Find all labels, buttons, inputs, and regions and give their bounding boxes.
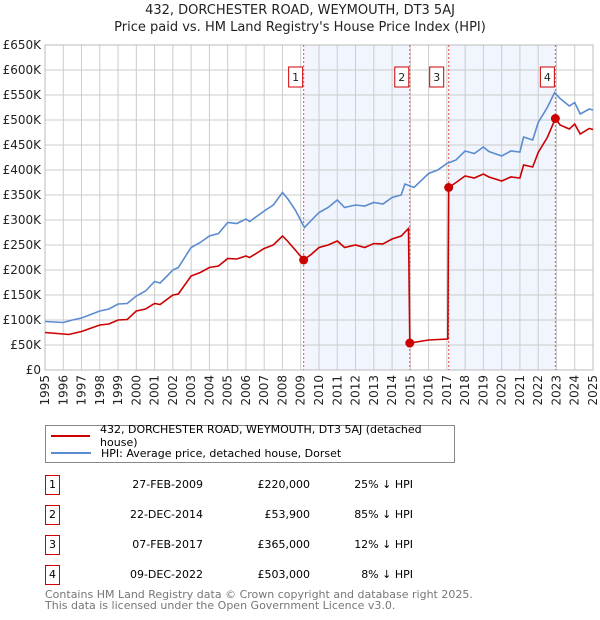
x-tick-label: 2024 [568,375,582,406]
transaction-marker: 2 [45,505,60,525]
x-tick-label: 1995 [38,375,52,406]
x-tick-label: 2011 [330,375,344,406]
y-tick-label: £0 [26,363,41,377]
transaction-hpi-diff: 25% ↓ HPI [354,478,413,491]
x-tick-label: 2017 [440,375,454,406]
x-tick-label: 2020 [495,375,509,406]
footer: Contains HM Land Registry data © Crown c… [45,589,473,611]
transaction-date: 22-DEC-2014 [129,508,203,521]
y-tick-label: £150K [3,288,43,302]
legend-swatch-red [51,435,91,437]
y-tick-label: £50K [10,338,42,352]
x-tick-label: 1996 [56,375,70,406]
hpi-line [44,91,594,324]
legend-swatch-blue [51,452,91,454]
sale-point [444,183,454,192]
x-tick-label: 2012 [349,375,363,406]
y-tick-label: £350K [3,188,43,202]
transaction-price: £53,900 [264,508,311,521]
x-tick-label: 2006 [239,375,253,406]
transaction-row: 3 07-FEB-2017 £365,000 12% ↓ HPI [45,535,465,555]
y-tick-label: £500K [3,113,43,127]
x-tick-label: 2008 [275,375,289,406]
x-tick-label: 2003 [184,375,198,406]
x-tick-label: 2010 [312,375,326,406]
y-tick-label: £200K [3,263,43,277]
y-tick-label: £450K [3,138,43,152]
x-tick-label: 2022 [531,375,545,406]
annotation-label: 1 [292,71,299,84]
transaction-marker: 1 [45,475,60,495]
annotation-label: 2 [398,71,405,84]
annotation-label: 3 [433,71,440,84]
legend-item-property: 432, DORCHESTER ROAD, WEYMOUTH, DT3 5AJ … [46,423,454,449]
legend-label: 432, DORCHESTER ROAD, WEYMOUTH, DT3 5AJ … [100,423,422,449]
x-tick-label: 2016 [422,375,436,406]
transaction-row: 1 27-FEB-2009 £220,000 25% ↓ HPI [45,475,465,495]
y-tick-label: £300K [3,213,43,227]
y-tick-label: £400K [3,163,43,177]
x-tick-label: 1999 [111,375,125,406]
legend: 432, DORCHESTER ROAD, WEYMOUTH, DT3 5AJ … [45,423,455,463]
transaction-row: 4 09-DEC-2022 £503,000 8% ↓ HPI [45,565,465,585]
y-tick-label: £550K [3,88,43,102]
transaction-marker: 3 [45,535,60,555]
annotation-label: 4 [544,71,551,84]
x-tick-label: 2021 [513,375,527,406]
y-tick-label: £100K [3,313,43,327]
transaction-hpi-diff: 12% ↓ HPI [354,538,413,551]
plot-border [44,44,594,371]
transaction-date: 09-DEC-2022 [129,568,203,581]
x-tick-label: 2002 [166,375,180,406]
x-tick-label: 2025 [586,375,600,406]
legend-item-hpi: HPI: Average price, detached house, Dors… [46,445,341,461]
sale-point [299,255,309,265]
x-tick-label: 2014 [385,375,399,406]
x-tick-label: 2019 [476,375,490,406]
annotation-box [429,66,445,88]
chart-title: 432, DORCHESTER ROAD, WEYMOUTH, DT3 5AJ [145,3,455,18]
sale-point [550,114,560,123]
transaction-price: £503,000 [257,568,311,581]
footer-line: Contains HM Land Registry data © Crown c… [45,588,473,601]
transaction-date: 27-FEB-2009 [132,478,203,491]
y-tick-label: £650K [3,38,43,52]
x-tick-label: 2009 [294,375,308,406]
transaction-price: £220,000 [257,478,311,491]
x-tick-label: 2018 [458,375,472,406]
x-tick-label: 2007 [257,375,271,406]
x-tick-label: 2013 [367,375,381,406]
transaction-date: 07-FEB-2017 [132,538,203,551]
shaded-period [303,45,410,370]
price-chart: £0 £50K £100K £150K £200K £250K £300K £350K £400… [3,38,600,406]
annotation-box [288,66,304,88]
annotation-box [539,66,555,88]
x-tick-label: 1998 [93,375,107,406]
y-tick-label: £600K [3,63,43,77]
x-tick-label: 1997 [75,375,89,406]
x-tick-label: 2000 [129,375,143,406]
chart-subtitle: Price paid vs. HM Land Registry's House … [114,20,486,35]
price-paid-line [44,116,594,345]
annotation-box [394,66,410,88]
transaction-row: 2 22-DEC-2014 £53,900 85% ↓ HPI [45,505,465,525]
transaction-hpi-diff: 8% ↓ HPI [361,568,413,581]
y-tick-label: £250K [3,238,43,252]
x-tick-label: 2015 [403,375,417,406]
legend-label: HPI: Average price, detached house, Dors… [101,446,342,460]
x-tick-label: 2001 [148,375,162,406]
x-tick-label: 2004 [202,375,216,406]
sale-point [405,338,415,348]
x-tick-label: 2023 [549,375,563,406]
x-tick-label: 2005 [221,375,235,406]
footer-line: This data is licensed under the Open Gov… [45,599,396,612]
transaction-marker: 4 [45,565,60,585]
transaction-hpi-diff: 85% ↓ HPI [354,508,413,521]
transaction-price: £365,000 [257,538,311,551]
